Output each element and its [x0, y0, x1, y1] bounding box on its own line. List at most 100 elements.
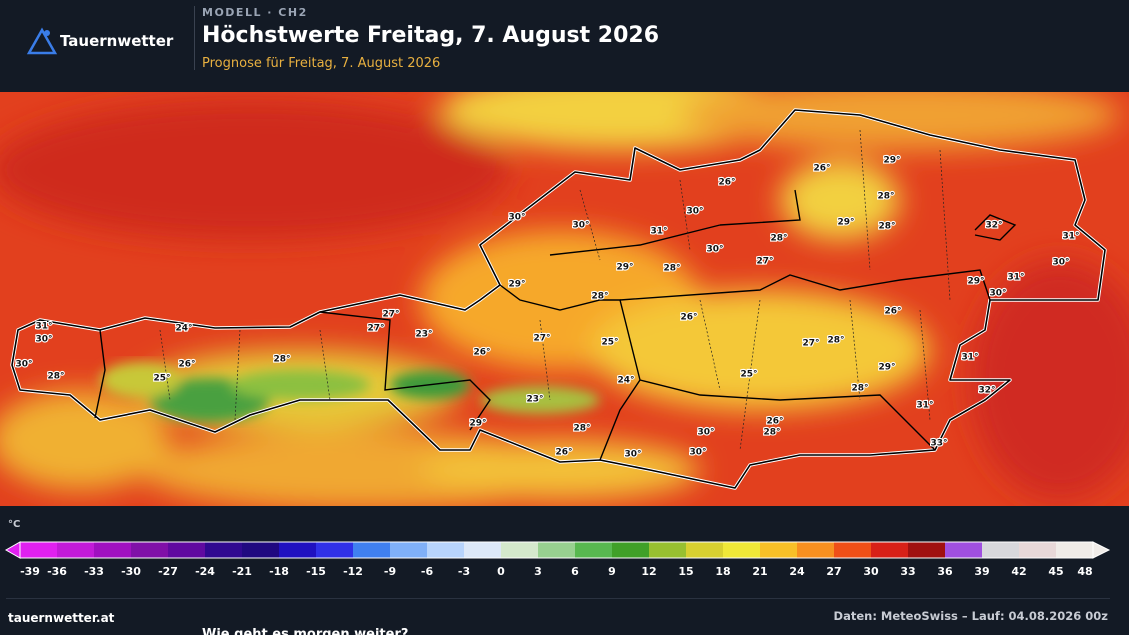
state-borders: [94, 189, 1017, 461]
temperature-label: 28°: [591, 292, 608, 302]
header-bg: [0, 0, 1129, 92]
logo-text: Tauernwetter: [60, 32, 174, 50]
legend-swatch: [945, 542, 982, 558]
legend-tick-label: 30: [863, 565, 879, 578]
temperature-label: 28°: [851, 384, 868, 394]
legend-swatch: [649, 542, 686, 558]
temperature-label: 27°: [802, 339, 819, 349]
legend-swatch: [316, 542, 353, 558]
subtitle: Prognose für Freitag, 7. August 2026: [202, 56, 440, 71]
temperature-label: 32°: [985, 221, 1002, 231]
temperature-label: 29°: [837, 218, 854, 228]
teaser[interactable]: Wie geht es morgen weiter?: [202, 627, 408, 635]
legend-tick-label: 33: [900, 565, 915, 578]
legend-frame: [19, 541, 1094, 559]
temperature-label: 29°: [878, 363, 895, 373]
legend-swatch: [538, 542, 575, 558]
legend-swatch: [908, 542, 945, 558]
legend-swatch: [464, 542, 501, 558]
temperature-label: 25°: [740, 370, 757, 380]
legend-tick-label: -18: [269, 565, 289, 578]
temperature-label: 30°: [689, 448, 706, 458]
temperature-label: 31°: [650, 227, 667, 237]
legend-swatch: [94, 542, 131, 558]
legend-tick-label: -15: [306, 565, 326, 578]
legend-swatch: [501, 542, 538, 558]
legend-swatch: [427, 542, 464, 558]
legend-tick-label: -21: [232, 565, 252, 578]
legend-swatch: [760, 542, 797, 558]
temperature-label: 29°: [883, 156, 900, 166]
legend-swatch: [982, 542, 1019, 558]
temperature-label: 30°: [35, 335, 52, 345]
logo-dot: [44, 30, 50, 36]
temperature-label: 30°: [706, 245, 723, 255]
legend-tick-label: -36: [47, 565, 67, 578]
legend-tick-label: -27: [158, 565, 178, 578]
temperature-label: 29°: [469, 419, 486, 429]
legend-tick-label: -30: [121, 565, 141, 578]
temperature-label: 30°: [572, 221, 589, 231]
logo-icon: [26, 27, 58, 55]
legend-arrow-low: [4, 541, 21, 559]
temperature-label: 31°: [35, 322, 52, 332]
legend-tick-label: 0: [497, 565, 505, 578]
footer-source: Daten: MeteoSwiss – Lauf: 04.08.2026 00z: [834, 609, 1109, 623]
legend-tick-label: -33: [84, 565, 104, 578]
temperature-label: 27°: [382, 310, 399, 320]
temperature-label: 28°: [663, 264, 680, 274]
legend-swatch: [131, 542, 168, 558]
legend-swatch: [205, 542, 242, 558]
legend-swatch: [797, 542, 834, 558]
temperature-label: 26°: [178, 360, 195, 370]
legend-tick-label: 48: [1077, 565, 1092, 578]
temperature-label: 26°: [718, 178, 735, 188]
temperature-label: 28°: [273, 355, 290, 365]
temperature-label: 28°: [573, 424, 590, 434]
legend-tick-label: 15: [678, 565, 693, 578]
temperature-label: 30°: [508, 213, 525, 223]
temperature-label: 26°: [473, 348, 490, 358]
legend-arrow-high: [1092, 541, 1111, 559]
legend-tick-label: 36: [937, 565, 953, 578]
temperature-label: 24°: [175, 324, 192, 334]
legend-unit: °C: [8, 519, 20, 530]
temperature-label: 29°: [616, 263, 633, 273]
legend-swatch: [279, 542, 316, 558]
logo[interactable]: Tauernwetter: [26, 27, 174, 55]
legend-tick-label: 3: [534, 565, 542, 578]
legend-tick-label: 27: [826, 565, 841, 578]
title: Höchstwerte Freitag, 7. August 2026: [202, 23, 659, 48]
temperature-label: 28°: [827, 336, 844, 346]
legend-swatch: [723, 542, 760, 558]
temperature-label: 26°: [813, 164, 830, 174]
legend-tick-label: 12: [641, 565, 656, 578]
legend-swatch: [20, 542, 57, 558]
temperature-label: 30°: [989, 289, 1006, 299]
temperature-label: 31°: [1062, 232, 1079, 242]
legend-tick-label: -12: [343, 565, 363, 578]
footer-site[interactable]: tauernwetter.at: [8, 611, 115, 625]
legend-tick-label: -39: [20, 565, 40, 578]
legend-swatch: [353, 542, 390, 558]
temperature-label: 26°: [555, 448, 572, 458]
temperature-label: 31°: [961, 353, 978, 363]
legend-tick-label: 45: [1048, 565, 1063, 578]
temperature-label: 33°: [930, 439, 947, 449]
temperature-label: 30°: [686, 207, 703, 217]
legend-tick-label: 21: [752, 565, 767, 578]
legend-swatch: [1019, 542, 1056, 558]
temperature-label: 24°: [617, 376, 634, 386]
legend-swatch: [834, 542, 871, 558]
legend-tick-label: 42: [1011, 565, 1026, 578]
temperature-label: 27°: [756, 257, 773, 267]
temperature-label: 27°: [367, 324, 384, 334]
legend-tick-label: 24: [789, 565, 805, 578]
temperature-label: 29°: [967, 277, 984, 287]
legend-swatch: [168, 542, 205, 558]
temperature-label: 23°: [526, 395, 543, 405]
legend-tick-label: 18: [715, 565, 730, 578]
temperature-label: 30°: [624, 450, 641, 460]
